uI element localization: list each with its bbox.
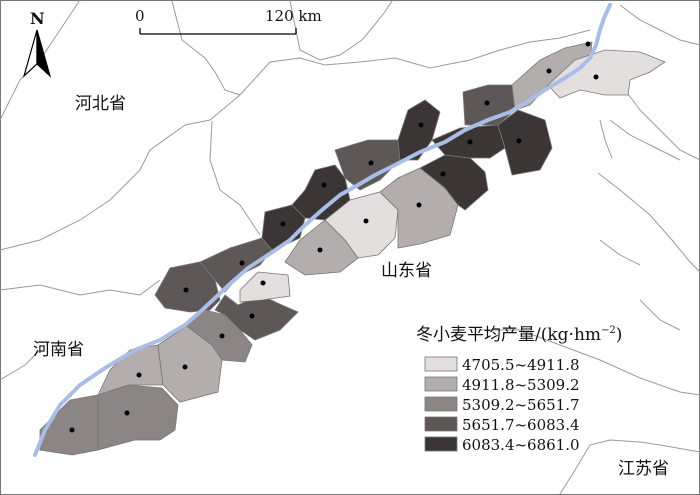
- centroid: [467, 139, 473, 145]
- centroid: [593, 74, 599, 80]
- yield-regions: [39, 41, 666, 456]
- county-centroids: [69, 41, 599, 433]
- region: [97, 384, 179, 451]
- centroid: [183, 287, 189, 293]
- centroid: [516, 138, 522, 144]
- legend-swatch-2: [424, 376, 458, 392]
- province-label-henan: 河南省: [33, 340, 84, 360]
- centroid: [440, 171, 446, 177]
- north-label: N: [30, 9, 45, 28]
- scale-bar: 0 120 km: [135, 7, 322, 35]
- region: [334, 139, 401, 191]
- centroid: [124, 410, 130, 416]
- centroid: [260, 280, 266, 286]
- centroid: [239, 260, 245, 266]
- centroid: [219, 333, 225, 339]
- centroid: [182, 364, 188, 370]
- centroid: [69, 427, 75, 433]
- legend: 冬小麦平均产量/(kg·hm−2) 4705.5~4911.8 4911.8~5…: [416, 325, 622, 454]
- province-label-shandong: 山东省: [381, 261, 432, 281]
- centroid: [136, 372, 142, 378]
- centroid: [321, 182, 327, 188]
- centroid: [418, 122, 424, 128]
- legend-swatch-4: [424, 416, 458, 432]
- region: [497, 109, 553, 176]
- centroid: [585, 41, 591, 47]
- legend-label-2: 4911.8~5309.2: [462, 376, 580, 394]
- legend-swatch-5: [424, 436, 458, 452]
- region: [184, 309, 253, 363]
- yellow-river: [33, 3, 612, 457]
- legend-label-4: 5651.7~6083.4: [462, 416, 580, 434]
- north-arrow-right-half: [36, 29, 52, 78]
- centroid: [317, 247, 323, 253]
- legend-label-1: 4705.5~4911.8: [462, 356, 580, 374]
- region: [379, 167, 459, 249]
- legend-title: 冬小麦平均产量/(kg·hm−2): [416, 325, 622, 345]
- centroid: [249, 313, 255, 319]
- region: [154, 261, 221, 313]
- centroid: [363, 218, 369, 224]
- province-label-jiangsu: 江苏省: [618, 459, 669, 479]
- province-label-hebei: 河北省: [75, 94, 126, 114]
- north-arrow: N: [22, 9, 52, 78]
- centroid: [368, 160, 374, 166]
- centroid: [280, 221, 286, 227]
- centroid: [416, 202, 422, 208]
- legend-label-3: 5309.2~5651.7: [462, 396, 580, 414]
- scale-end-label: 120 km: [265, 7, 322, 25]
- legend-title-end: ): [616, 325, 623, 345]
- legend-title-main: 冬小麦平均产量/(kg·hm: [416, 325, 601, 345]
- legend-swatch-3: [424, 396, 458, 412]
- region: [199, 237, 273, 293]
- region: [547, 49, 666, 99]
- region: [324, 191, 399, 259]
- centroid: [484, 100, 490, 106]
- scale-start-label: 0: [135, 7, 145, 25]
- legend-swatch-1: [424, 356, 458, 372]
- region: [239, 271, 291, 303]
- legend-title-sup: −2: [601, 325, 616, 336]
- legend-label-5: 6083.4~6861.0: [462, 436, 580, 454]
- region: [214, 294, 299, 341]
- centroid: [546, 68, 552, 74]
